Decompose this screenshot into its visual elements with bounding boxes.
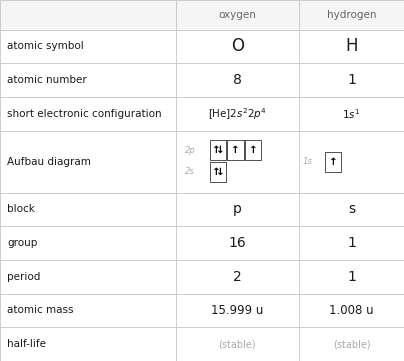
Bar [176,0,299,30]
Text: Aufbau diagram: Aufbau diagram [7,157,91,166]
Text: 1: 1 [347,270,356,284]
Text: 2: 2 [233,270,242,284]
Bar [325,152,341,171]
Text: atomic mass: atomic mass [7,305,74,316]
Text: 2p: 2p [185,145,196,155]
Text: period: period [7,272,41,282]
Bar [176,260,299,293]
Text: (stable): (stable) [332,339,370,349]
Bar [299,63,404,97]
Bar [0,226,176,260]
Bar [176,293,299,327]
Text: 8: 8 [233,73,242,87]
Bar [299,0,404,30]
Text: 1$s^1$: 1$s^1$ [342,107,361,121]
Text: group: group [7,238,38,248]
Text: short electronic configuration: short electronic configuration [7,109,162,119]
Bar [299,193,404,226]
Text: atomic symbol: atomic symbol [7,42,84,51]
Text: block: block [7,204,35,214]
Text: p: p [233,203,242,217]
Bar [176,97,299,131]
Text: ↓: ↓ [216,167,225,177]
Text: 16: 16 [229,236,246,250]
Bar [0,293,176,327]
Text: hydrogen: hydrogen [327,10,376,20]
Bar [0,63,176,97]
Bar [299,327,404,361]
Text: 2s: 2s [185,167,194,176]
Text: s: s [348,203,355,217]
Text: 1: 1 [347,73,356,87]
Text: 15.999 u: 15.999 u [211,304,263,317]
Bar [0,193,176,226]
Bar [227,140,244,160]
Text: 1s: 1s [303,157,313,166]
Bar [299,97,404,131]
Bar [245,140,261,160]
Bar [299,260,404,293]
Bar [299,293,404,327]
Bar [299,30,404,63]
Bar [0,30,176,63]
Bar [176,193,299,226]
Text: (stable): (stable) [219,339,256,349]
Text: 1: 1 [347,236,356,250]
Bar [176,30,299,63]
Text: O: O [231,38,244,55]
Bar [210,140,226,160]
Text: [He]2$s^2$2$p^4$: [He]2$s^2$2$p^4$ [208,106,267,122]
Text: ↑: ↑ [212,145,221,155]
Bar [176,226,299,260]
Bar [176,131,299,193]
Text: ↑: ↑ [212,167,221,177]
Text: H: H [345,38,358,55]
Bar [176,327,299,361]
Bar [299,131,404,193]
Bar [210,162,226,182]
Bar [0,0,176,30]
Bar [0,97,176,131]
Text: oxygen: oxygen [219,10,256,20]
Bar [0,260,176,293]
Text: half-life: half-life [7,339,46,349]
Bar [176,0,299,30]
Bar [0,327,176,361]
Text: ↑: ↑ [329,157,338,166]
Bar [176,63,299,97]
Text: ↑: ↑ [248,145,257,155]
Text: 1.008 u: 1.008 u [329,304,374,317]
Text: ↓: ↓ [216,145,225,155]
Bar [299,0,404,30]
Bar [0,0,176,30]
Bar [0,131,176,193]
Text: ↑: ↑ [231,145,240,155]
Text: atomic number: atomic number [7,75,87,85]
Bar [299,226,404,260]
